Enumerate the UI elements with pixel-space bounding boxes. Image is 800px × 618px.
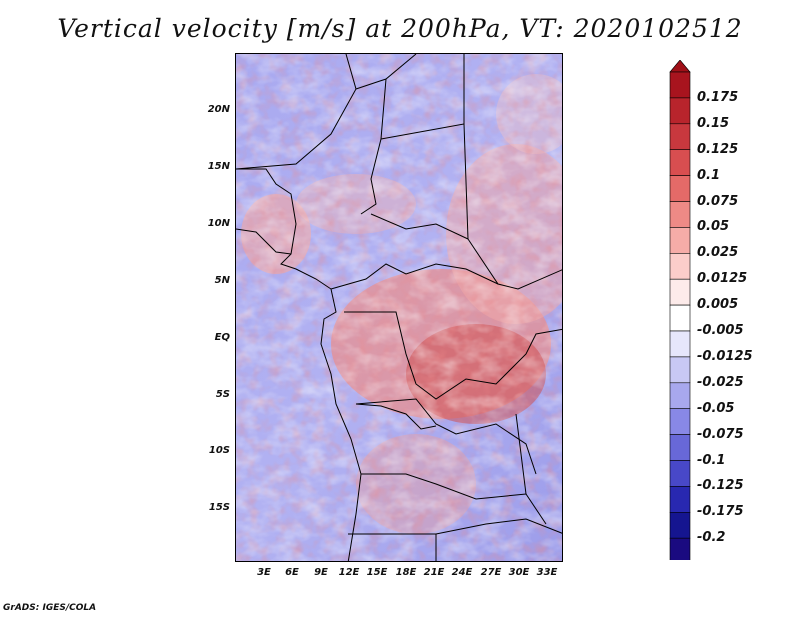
colorbar-segment [669,382,691,409]
colorbar-segment [669,511,691,539]
lon-label: 12E [338,567,360,578]
lon-label: 15E [366,567,388,578]
colorbar-tick-label: -0.075 [697,426,744,442]
colorbar-tick-label: 0.0125 [697,271,748,287]
lon-label: 27E [480,567,502,578]
colorbar-segment [669,434,691,461]
lon-label: 9E [314,567,328,578]
colorbar-segment [669,304,691,332]
velocity-field [236,54,562,561]
colorbar-segment [669,330,691,358]
lon-label: 6E [285,567,299,578]
grads-credit: GrADS: IGES/COLA [3,603,97,613]
lat-label: 15S [208,502,230,513]
colorbar-tick-label: -0.1 [697,452,726,468]
colorbar-segment [669,253,691,280]
colorbar-segment [669,123,691,150]
lon-label: 18E [395,567,417,578]
colorbar-tick-label: -0.025 [697,374,744,390]
colorbar-tick-label: 0.1 [697,167,721,183]
lon-label: 3E [257,567,271,578]
colorbar-tick-label: -0.0125 [697,348,753,364]
colorbar-segment [669,537,691,560]
lat-label: 10S [208,445,230,456]
colorbar-segment [669,356,691,384]
lat-label: 20N [207,104,230,115]
lon-label: 21E [423,567,445,578]
lat-label: 5S [215,389,230,400]
colorbar-tick-label: 0.025 [697,245,739,261]
map-panel [235,53,563,562]
colorbar-segment [669,408,691,435]
colorbar-tick-label: -0.2 [697,530,726,546]
colorbar-tick-label: -0.05 [697,400,735,416]
colorbar-segment [669,149,691,176]
lon-label: 33E [536,567,558,578]
lat-label: 10N [207,218,230,229]
colorbar-segment [669,486,691,513]
colorbar-segment [669,175,691,202]
colorbar-tick-label: 0.005 [697,297,739,313]
colorbar-tick-label: -0.125 [697,478,744,494]
colorbar-segment [669,227,691,254]
colorbar-tick-label: 0.075 [697,193,739,209]
lat-label: 5N [214,275,230,286]
colorbar-tick-label: -0.005 [697,323,744,338]
colorbar-segment [669,278,691,306]
colorbar-tick-label: 0.15 [697,115,730,131]
colorbar-segment [669,460,691,487]
lon-label: 30E [508,567,530,578]
colorbar-tick-label: 0.175 [697,89,739,105]
lat-label: EQ [214,332,230,343]
colorbar-tick-label: 0.05 [697,219,730,235]
colorbar-tick-label: 0.125 [697,141,739,157]
colorbar-segment [669,71,691,99]
colorbar-segment [669,201,691,228]
chart-title: Vertical velocity [m/s] at 200hPa, VT: 2… [57,14,743,43]
lat-label: 15N [207,161,230,172]
colorbar-tick-label: -0.175 [697,504,744,520]
colorbar-over-triangle [669,60,691,73]
colorbar-segment [669,97,691,125]
lon-label: 24E [451,567,473,578]
colorbar [669,60,691,560]
